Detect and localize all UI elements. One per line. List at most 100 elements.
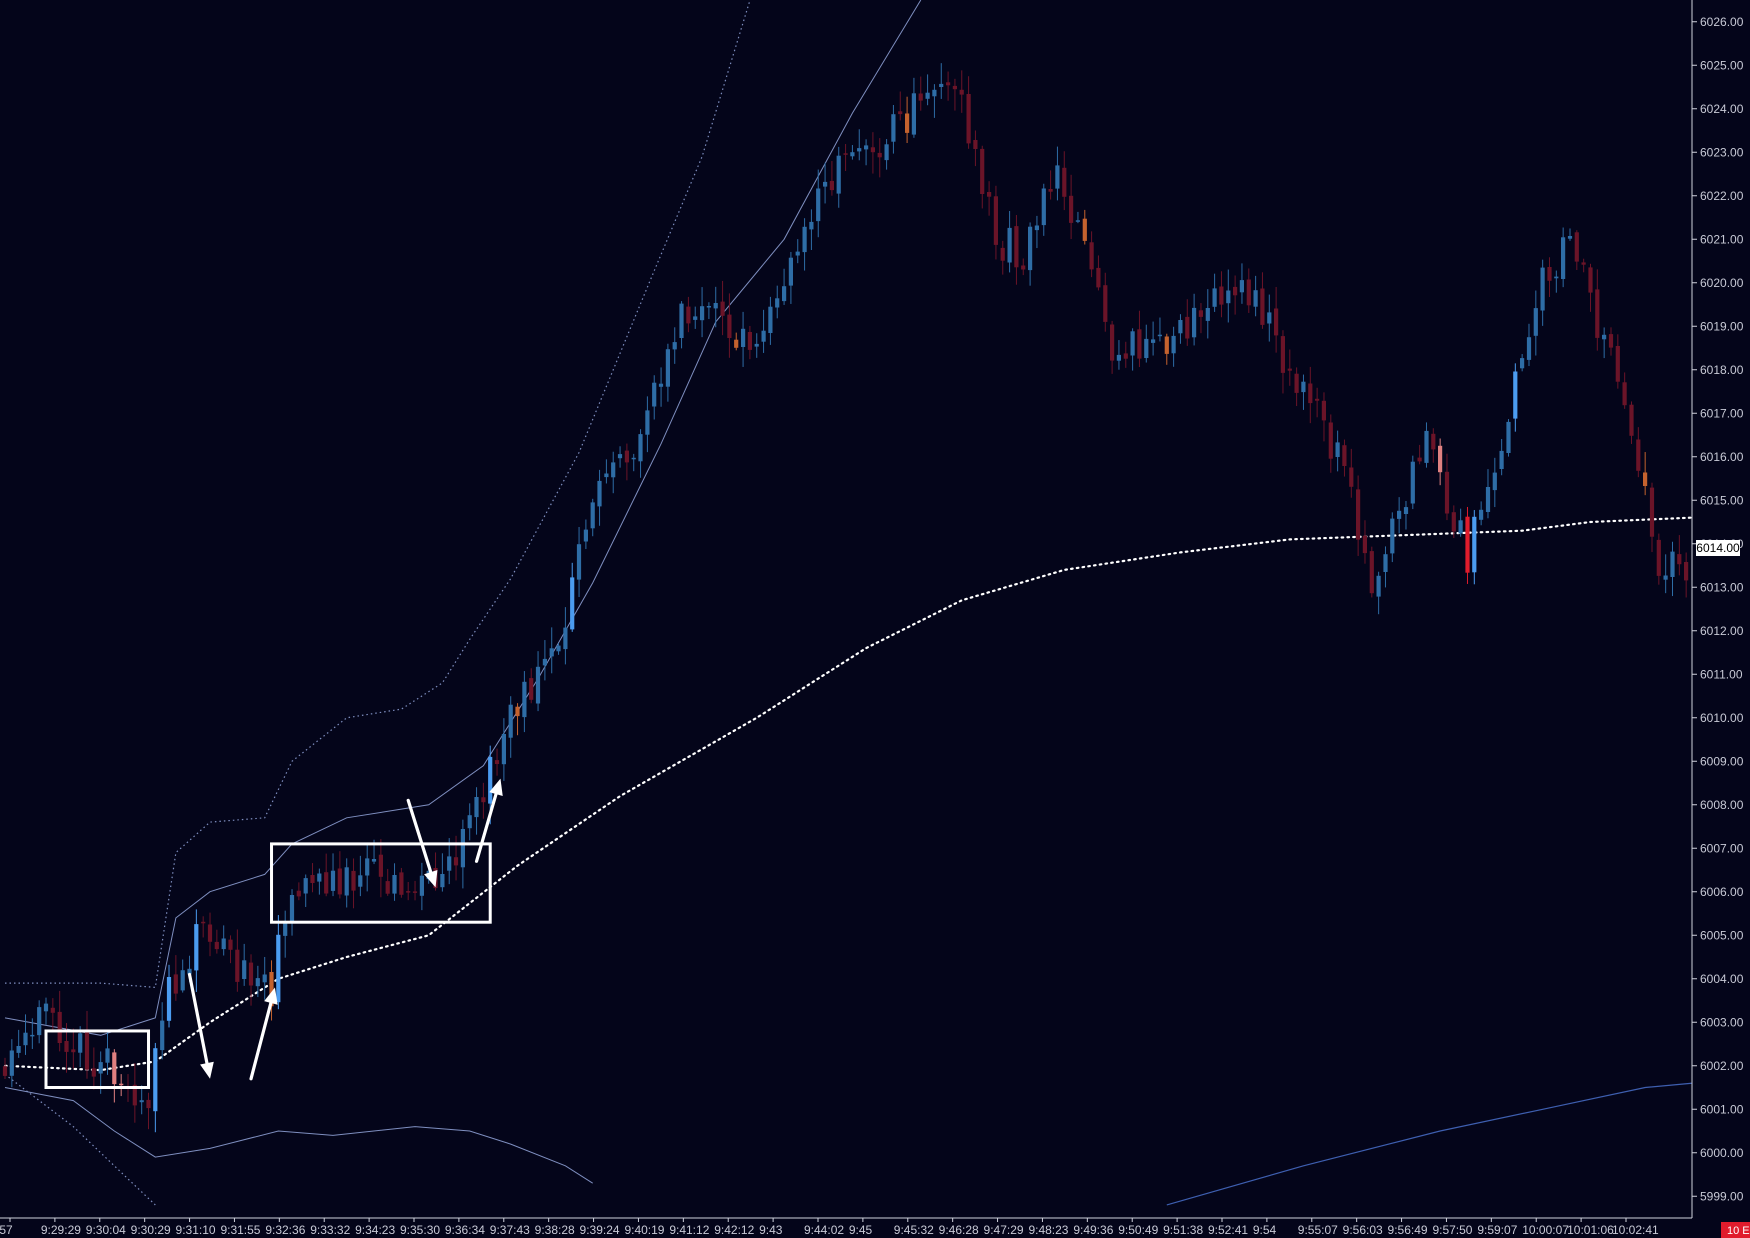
- time-axis-background: [0, 1218, 1750, 1238]
- time-tick-label: 10:02:41: [1612, 1223, 1659, 1237]
- candle-body: [529, 678, 534, 700]
- candle-body: [809, 221, 814, 230]
- time-tick-label: 10:00:07: [1522, 1223, 1569, 1237]
- candle-body: [768, 306, 773, 333]
- price-axis-background: [1692, 0, 1750, 1218]
- candle-body: [317, 873, 322, 882]
- candle-body: [481, 797, 486, 803]
- candle-body: [706, 306, 711, 308]
- candle-body: [474, 797, 479, 818]
- candle-body: [146, 1099, 151, 1109]
- candle-body: [1014, 226, 1019, 268]
- candle-body: [50, 1007, 55, 1013]
- candle-body: [1670, 551, 1675, 577]
- annotation-arrow-shaft: [249, 1001, 273, 1081]
- candle-body: [1055, 165, 1060, 189]
- price-tick-label: 6010.00: [1700, 711, 1744, 725]
- candle-body: [1383, 554, 1388, 572]
- time-tick-label: 9:48:23: [1028, 1223, 1068, 1237]
- candle-body: [1034, 225, 1039, 231]
- price-tick-label: 6009.00: [1700, 754, 1744, 768]
- time-tick-label: 9:37:43: [490, 1223, 530, 1237]
- annotation-arrow-shaft: [406, 798, 433, 874]
- annotation-arrow-head: [424, 870, 438, 888]
- candle-body: [1602, 334, 1607, 340]
- candle-body: [119, 1083, 124, 1086]
- candle-body: [399, 872, 404, 895]
- time-tick-label: :57: [0, 1223, 13, 1237]
- price-tick-label: 6011.00: [1700, 667, 1743, 681]
- candle-body: [1219, 286, 1224, 305]
- time-tick-label: 9:46:28: [939, 1223, 979, 1237]
- time-tick-label: 9:34:23: [355, 1223, 395, 1237]
- candle-body: [1451, 512, 1456, 532]
- candle-body: [1069, 195, 1074, 223]
- candle-body: [1479, 509, 1484, 520]
- candle-body: [590, 502, 595, 529]
- time-tick-label: 9:30:04: [86, 1223, 126, 1237]
- annotation-arrow-shaft: [474, 792, 498, 863]
- candle-body: [1233, 286, 1238, 296]
- candle-body: [1410, 461, 1415, 504]
- candle-body: [870, 147, 875, 153]
- candle-body: [344, 867, 349, 896]
- candle-body: [1444, 471, 1450, 514]
- candle-body: [720, 301, 725, 316]
- candle-body: [2, 1066, 8, 1076]
- candle-body: [1103, 285, 1108, 322]
- candle-body: [1581, 262, 1586, 265]
- candle-body: [836, 155, 841, 194]
- candle-body: [1629, 404, 1634, 436]
- price-tick-label: 6002.00: [1700, 1059, 1744, 1073]
- candle-body: [1643, 472, 1648, 486]
- candle-body: [1041, 188, 1046, 226]
- candle-body: [248, 962, 254, 986]
- candle-body: [1684, 562, 1689, 581]
- candle-body: [652, 382, 657, 407]
- candle-body: [64, 1041, 69, 1052]
- consolidation-box: [270, 842, 492, 924]
- price-tick-label: 6024.00: [1700, 102, 1744, 116]
- candle-body: [160, 1020, 165, 1051]
- candle-body: [665, 349, 670, 387]
- candle-body: [447, 856, 452, 871]
- candle-body: [1369, 551, 1374, 594]
- candle-body: [823, 181, 828, 187]
- candle-body: [392, 875, 397, 894]
- candle-body: [37, 1007, 42, 1036]
- candle-body: [1615, 346, 1620, 382]
- candle-body: [658, 383, 664, 387]
- candle-body: [1663, 575, 1668, 580]
- candle-body: [747, 332, 752, 350]
- candle-body: [228, 939, 233, 950]
- candle-body: [1574, 232, 1579, 262]
- candle-body: [535, 666, 541, 704]
- time-axis[interactable]: :57 9:29:29 9:30:04 9:30:29 9:31:10 9:31:55 9:…: [0, 1218, 1659, 1237]
- candle-body: [16, 1046, 21, 1053]
- candle-body: [1116, 354, 1121, 361]
- candle-body: [775, 298, 780, 308]
- candle-body: [1677, 554, 1682, 565]
- candle-body: [925, 92, 930, 99]
- candle-body: [1390, 518, 1395, 554]
- candle-body: [522, 681, 527, 718]
- candle-body: [1362, 535, 1367, 554]
- candle-body: [1520, 358, 1525, 369]
- upper-band-inner: [4, 0, 922, 1036]
- candle-body: [84, 1029, 90, 1070]
- candle-body: [1178, 320, 1183, 334]
- candle-body: [1526, 337, 1532, 360]
- candle-body: [1048, 189, 1053, 192]
- candle-body: [330, 870, 336, 891]
- candle-body: [980, 148, 985, 194]
- candle-body: [932, 89, 937, 97]
- price-axis[interactable]: 5999.00 6000.00 6001.00 6002.00 6003.00 6004.…: [1692, 15, 1744, 1204]
- annotation-arrow-shaft: [187, 972, 209, 1065]
- candle-body: [1123, 353, 1128, 359]
- candle-body: [187, 968, 192, 975]
- price-tick-label: 6021.00: [1700, 232, 1744, 246]
- candle-body: [1649, 487, 1655, 537]
- candle-body: [1308, 383, 1313, 404]
- candle-body: [365, 858, 370, 876]
